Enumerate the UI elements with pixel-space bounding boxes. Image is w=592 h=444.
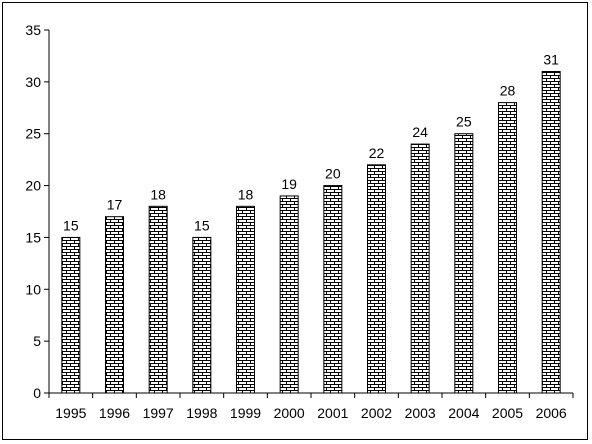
bar-1996 bbox=[105, 216, 124, 394]
bar-1998 bbox=[192, 236, 212, 394]
y-tick-label: 30 bbox=[25, 74, 41, 90]
bar-1999 bbox=[236, 205, 255, 394]
y-tick-label: 20 bbox=[25, 178, 41, 194]
data-label-1998: 15 bbox=[194, 217, 210, 233]
data-labels: 15 17 18 15 18 19 20 22 24 25 28 31 bbox=[63, 51, 559, 233]
data-label-2003: 24 bbox=[412, 124, 428, 140]
x-tick-label-2005: 2005 bbox=[492, 405, 523, 421]
axes bbox=[48, 30, 573, 394]
x-tick-label-2001: 2001 bbox=[317, 405, 348, 421]
bars bbox=[61, 70, 561, 394]
x-tick-label-1997: 1997 bbox=[143, 405, 174, 421]
data-label-2006: 31 bbox=[543, 51, 559, 67]
x-tick-label-1996: 1996 bbox=[99, 405, 130, 421]
bar-2002 bbox=[367, 164, 386, 394]
data-label-1995: 15 bbox=[63, 217, 79, 233]
data-label-2005: 28 bbox=[500, 83, 516, 99]
bar-2003 bbox=[410, 143, 430, 394]
x-tick-label-1995: 1995 bbox=[55, 405, 86, 421]
data-label-2004: 25 bbox=[456, 114, 472, 130]
x-tick-label-2004: 2004 bbox=[448, 405, 479, 421]
y-tick-label: 10 bbox=[25, 281, 41, 297]
data-label-2000: 19 bbox=[281, 176, 297, 192]
y-tick-label: 0 bbox=[33, 385, 41, 401]
x-tick-label-1998: 1998 bbox=[186, 405, 217, 421]
data-label-1996: 17 bbox=[107, 197, 123, 213]
x-tick-label-1999: 1999 bbox=[230, 405, 261, 421]
data-label-2001: 20 bbox=[325, 166, 341, 182]
x-tick-label-2002: 2002 bbox=[361, 405, 392, 421]
y-tick-label: 35 bbox=[25, 22, 41, 38]
x-tick-label-2006: 2006 bbox=[536, 405, 567, 421]
bar-1995 bbox=[61, 236, 81, 394]
data-label-1997: 18 bbox=[150, 186, 166, 202]
bar-2005 bbox=[498, 102, 517, 394]
bar-2000 bbox=[279, 195, 299, 394]
x-tick-label-2003: 2003 bbox=[405, 405, 436, 421]
y-axis-ticks: 0 5 10 15 20 25 30 35 bbox=[25, 22, 49, 401]
y-tick-label: 5 bbox=[33, 333, 41, 349]
y-tick-label: 25 bbox=[25, 126, 41, 142]
bar-2004 bbox=[454, 133, 474, 394]
bar-1997 bbox=[148, 205, 168, 394]
data-label-2002: 22 bbox=[369, 145, 385, 161]
y-tick-label: 15 bbox=[25, 229, 41, 245]
bar-2006 bbox=[541, 70, 561, 394]
x-tick-label-2000: 2000 bbox=[274, 405, 305, 421]
data-label-1999: 18 bbox=[238, 186, 254, 202]
x-axis-ticks: 1995 1996 1997 1998 1999 2000 2001 2002 2003 2004… bbox=[48, 393, 574, 421]
bar-2001 bbox=[323, 185, 343, 394]
